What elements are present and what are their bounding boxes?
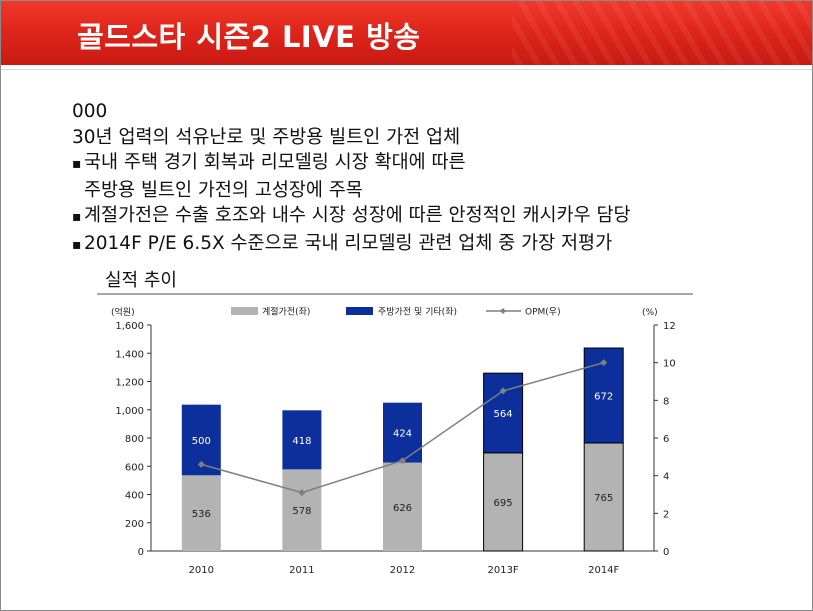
y-right-tick-label: 12 [663,321,676,332]
bar-kitchen-label: 672 [594,391,613,402]
x-tick-label: 2010 [189,565,214,576]
y-left-tick-label: 1,000 [115,406,144,417]
y-right-tick-label: 2 [663,509,669,520]
y-right-tick-label: 8 [663,396,669,407]
bar-seasonal [383,462,422,551]
y-right-tick-label: 6 [663,434,669,445]
bar-seasonal [181,475,221,551]
bullet-item: 계절가전은 수출 호조와 내수 시장 성장에 따른 안정적인 캐시카우 담당 [72,203,631,231]
legend-label-opm: OPM(우) [525,307,561,318]
bar-seasonal [282,469,322,551]
y-left-tick-label: 400 [125,491,144,502]
section-title: 실적 추이 [105,270,177,291]
y-left-unit: (억원) [111,306,135,318]
bar-kitchen-label: 564 [494,409,513,420]
bar-kitchen-label: 424 [393,429,412,440]
y-right-unit: (%) [642,308,658,318]
bullet-text: 2014F P/E 6.5X 수준으로 국내 리모델링 관련 업체 중 가장 저… [84,232,613,254]
y-left-tick-label: 600 [125,462,144,473]
bullet-item: 국내 주택 경기 회복과 리모델링 시장 확대에 따른 [72,150,631,178]
y-left-tick-label: 1,200 [115,378,144,389]
opm-point [399,457,406,465]
opm-point [499,387,507,395]
y-left-tick-label: 800 [125,434,144,445]
y-left-tick-label: 0 [138,547,144,558]
bullet-item: 2014F P/E 6.5X 수준으로 국내 리모델링 관련 업체 중 가장 저… [72,231,631,259]
company-description: 30년 업력의 석유난로 및 주방용 빌트인 가전 업체 [72,126,461,148]
legend-swatch-kitchen [346,307,373,315]
x-tick-label: 2014F [588,565,619,576]
company-code: 000 [72,101,108,122]
header-divider [1,65,812,70]
bullet-text: 계절가전은 수출 호조와 내수 시장 성장에 따른 안정적인 캐시카우 담당 [84,205,631,226]
bar-kitchen [383,402,422,463]
legend-label-seasonal: 계절가전(좌) [262,306,310,318]
bar-seasonal-label: 626 [393,503,412,514]
bar-kitchen-label: 418 [292,436,311,447]
y-left-tick-label: 200 [125,519,144,530]
bullet-text: 국내 주택 경기 회복과 리모델링 시장 확대에 따른 [84,152,466,173]
x-tick-label: 2012 [390,565,415,576]
performance-chart: 0 200 400 600 800 1,000 1,200 1,400 1,600 (억원) 0 2 4… [111,306,676,577]
x-tick-label: 2013F [487,565,518,576]
legend-swatch-seasonal [231,307,258,315]
y-left-tick-label: 1,400 [115,349,144,360]
y-right-tick-label: 4 [663,472,669,483]
bar-seasonal [583,442,624,552]
bar-seasonal-label: 578 [292,506,311,517]
bullet-item-continuation: 주방용 빌트인 가전의 고성장에 주목 [72,178,631,204]
bar-kitchen-label: 500 [192,436,211,447]
bullet-text: 주방용 빌트인 가전의 고성장에 주목 [84,179,363,201]
bar-seasonal-label: 536 [192,509,211,520]
x-tick-label: 2011 [289,565,314,576]
slide-title: 골드스타 시즌2 LIVE 방송 [77,20,421,54]
y-left-tick-label: 1,600 [115,321,144,332]
legend-marker-opm [500,308,506,314]
bar-kitchen [282,410,322,470]
y-right-tick-label: 0 [663,547,669,558]
section-divider [97,293,693,295]
legend-label-kitchen: 주방가전 및 기타(좌) [378,306,457,318]
content-block: 000 30년 업력의 석유난로 및 주방용 빌트인 가전 업체 국내 주택 경… [72,99,631,258]
bar-kitchen [483,372,524,454]
bar-seasonal-label: 695 [494,498,513,509]
opm-point [197,460,205,468]
bar-seasonal-label: 765 [594,493,613,504]
opm-point [600,359,608,367]
y-right-tick-label: 10 [663,359,676,370]
header-bar: 골드스타 시즌2 LIVE 방송 [1,1,812,65]
opm-point [298,489,306,497]
